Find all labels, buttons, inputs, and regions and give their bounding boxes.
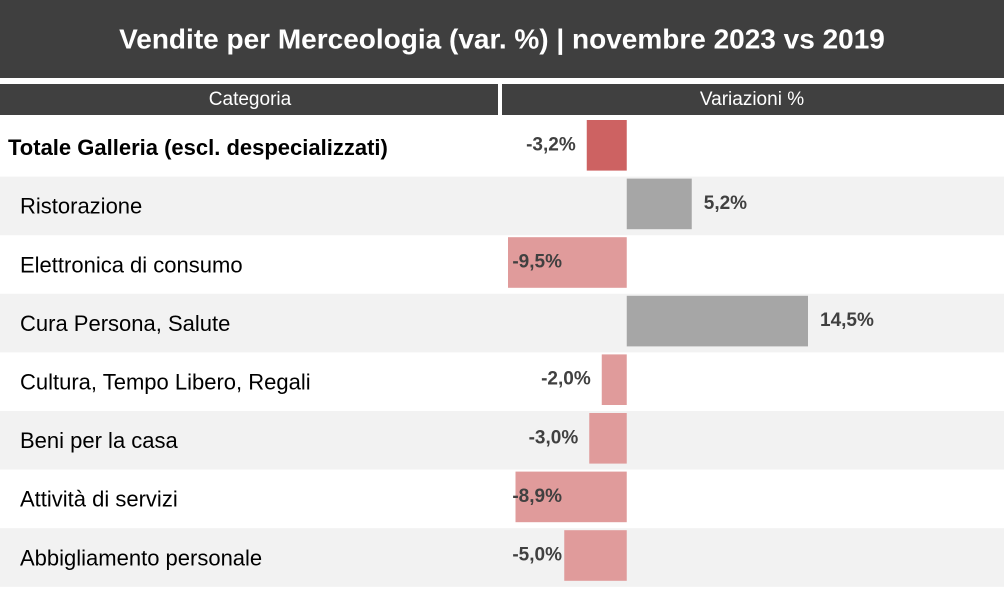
category-label: Cultura, Tempo Libero, Regali bbox=[20, 370, 311, 395]
category-label: Cura Persona, Salute bbox=[20, 311, 230, 336]
category-label: Totale Galleria (escl. despecializzati) bbox=[8, 135, 388, 160]
value-label: 14,5% bbox=[820, 310, 874, 331]
title-band bbox=[0, 0, 1004, 78]
header-cell bbox=[0, 84, 498, 115]
value-label: -9,5% bbox=[512, 252, 562, 273]
value-label: -5,0% bbox=[512, 545, 562, 566]
bar bbox=[626, 178, 692, 230]
column-header: Variazioni % bbox=[700, 89, 804, 110]
bar bbox=[626, 295, 808, 347]
column-header: Categoria bbox=[209, 89, 292, 110]
category-label: Attività di servizi bbox=[20, 487, 178, 512]
value-label: -3,2% bbox=[526, 134, 576, 155]
value-label: -8,9% bbox=[512, 486, 562, 507]
header-cell bbox=[502, 84, 1004, 115]
value-label: -2,0% bbox=[541, 369, 591, 390]
chart-title: Vendite per Merceologia (var. %) | novem… bbox=[119, 23, 885, 54]
value-label: -3,0% bbox=[529, 427, 579, 448]
bar bbox=[586, 120, 627, 171]
row-band bbox=[0, 176, 1004, 236]
row-band bbox=[0, 293, 1004, 353]
bar bbox=[508, 237, 627, 288]
row-band bbox=[0, 411, 1004, 470]
category-label: Ristorazione bbox=[20, 194, 142, 219]
bar bbox=[564, 530, 627, 581]
bar bbox=[515, 471, 627, 523]
bar bbox=[601, 354, 627, 405]
category-label: Elettronica di consumo bbox=[20, 252, 243, 277]
category-label: Abbigliamento personale bbox=[20, 545, 262, 570]
category-label: Beni per la casa bbox=[20, 428, 179, 453]
value-label: 5,2% bbox=[704, 193, 747, 214]
row-band bbox=[0, 528, 1004, 587]
bar bbox=[589, 413, 627, 464]
